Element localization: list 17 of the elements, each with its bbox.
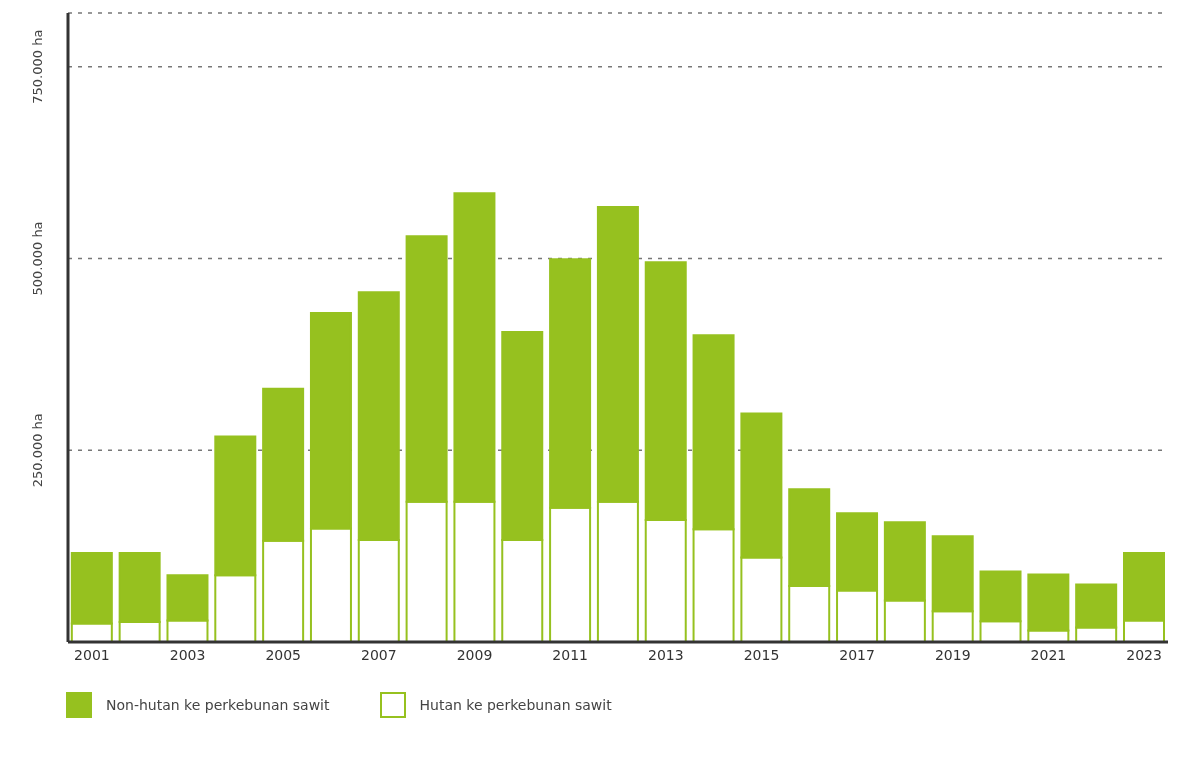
legend-label: Hutan ke perkebunan sawit [419,697,612,713]
x-tick-label: 2017 [839,646,875,663]
x-tick-label: 2005 [265,646,302,663]
x-tick-label: 2019 [934,646,971,663]
x-tick-label: 2011 [552,646,588,663]
x-tick-label: 2013 [648,646,684,663]
x-tick-label: 2023 [1126,646,1162,663]
x-tick-label: 2001 [74,646,110,663]
y-tick-label: 750.000 ha [30,29,45,104]
y-tick-label: 500.000 ha [30,221,45,296]
legend-label: Non-hutan ke perkebunan sawit [106,697,330,713]
x-tick-label: 2009 [456,646,493,663]
x-tick-label: 2003 [169,646,206,663]
y-tick-label: 250.000 ha [30,413,45,488]
x-tick-label: 2015 [743,646,780,663]
x-tick-label: 2021 [1030,646,1067,663]
x-tick-label: 2007 [361,646,397,663]
